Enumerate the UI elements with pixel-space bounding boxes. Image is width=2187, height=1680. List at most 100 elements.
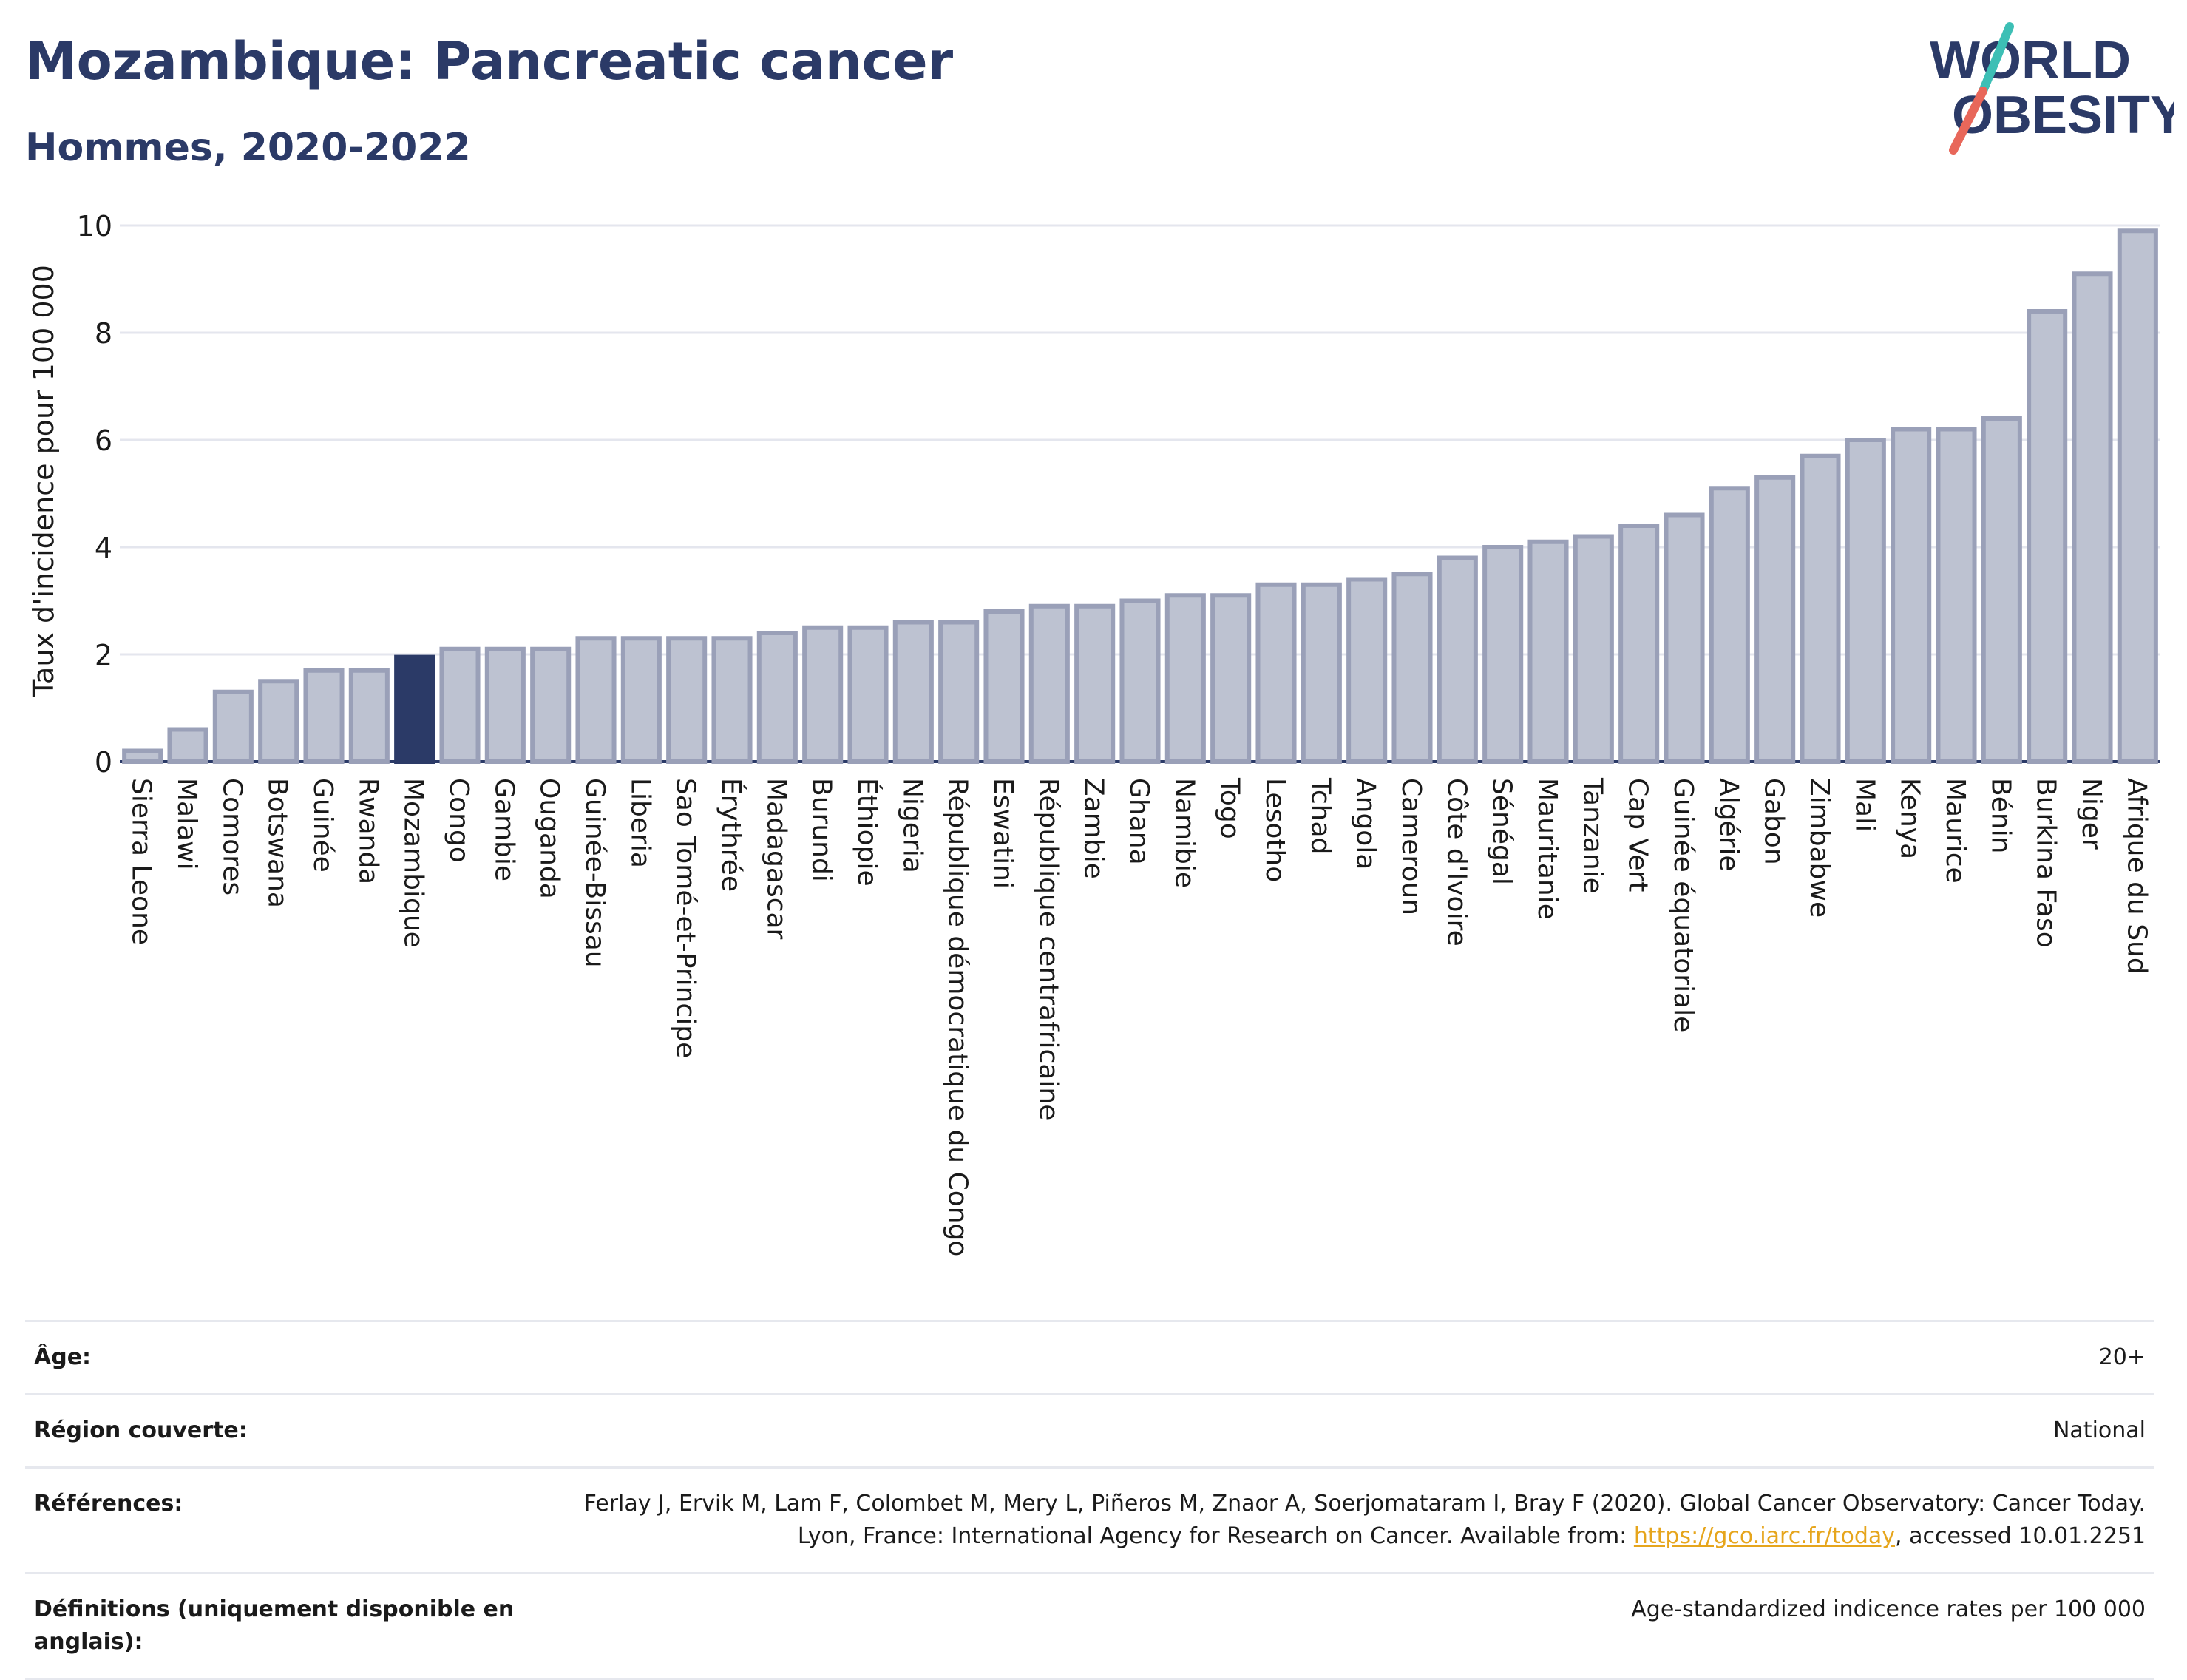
bar-afrique-du-sud[interactable]: [2117, 228, 2158, 764]
bar-rwanda[interactable]: [348, 668, 390, 764]
bar-kenya[interactable]: [1891, 427, 1932, 764]
x-tick-label: Burkina Faso: [2031, 778, 2061, 948]
x-tick-label: Tanzanie: [1577, 777, 1607, 894]
x-tick-label: Ouganda: [535, 778, 565, 899]
info-value: Age-standardized indicence rates per 100…: [1631, 1596, 2146, 1622]
bar-zimbabwe[interactable]: [1800, 453, 1841, 764]
bar-zambie[interactable]: [1074, 603, 1116, 764]
x-tick-label: Rwanda: [353, 778, 383, 884]
x-tick-label: Cap Vert: [1623, 778, 1653, 892]
x-tick-label: Mozambique: [399, 778, 429, 948]
info-table: Âge: 20+ Région couverte: National Référ…: [25, 1320, 2154, 1680]
info-row-definitions: Définitions (uniquement disponible en an…: [25, 1572, 2154, 1680]
x-tick-label: Mali: [1849, 778, 1879, 832]
info-key: Références:: [34, 1491, 183, 1517]
info-row-references: Références: Ferlay J, Ervik M, Lam F, Co…: [25, 1466, 2154, 1572]
bar-nigeria[interactable]: [892, 620, 934, 764]
bar-namibie[interactable]: [1164, 593, 1206, 764]
bar-guin-e[interactable]: [303, 668, 345, 764]
x-tick-label: Eswatini: [988, 778, 1018, 889]
x-tick-label: Nigeria: [897, 778, 927, 873]
x-tick-label: Tchad: [1305, 777, 1335, 854]
info-value: Ferlay J, Ervik M, Lam F, Colombet M, Me…: [563, 1488, 2146, 1553]
x-tick-label: Lesotho: [1260, 778, 1290, 882]
bar-s-n-gal[interactable]: [1482, 545, 1524, 764]
info-value: National: [2052, 1418, 2146, 1443]
bar-malawi[interactable]: [167, 727, 208, 764]
x-tick-label: Ghana: [1124, 778, 1154, 865]
bar-mozambique[interactable]: [394, 654, 435, 764]
x-tick-label: Mauritanie: [1532, 778, 1562, 920]
x-tick-label: Algérie: [1713, 778, 1743, 872]
bar-mali[interactable]: [1845, 438, 1886, 764]
x-tick-label: Kenya: [1895, 778, 1925, 859]
bar-maurice[interactable]: [1936, 427, 1977, 764]
chart-subtitle: Hommes, 2020-2022: [25, 126, 471, 170]
bar-angola[interactable]: [1346, 577, 1388, 764]
chart-title: Mozambique: Pancreatic cancer: [25, 31, 954, 92]
bar-congo[interactable]: [439, 646, 481, 764]
x-tick-label: Guinée-Bissau: [580, 778, 610, 968]
x-tick-label: Sao Tomé-et-Principe: [671, 778, 701, 1058]
info-key: Définitions (uniquement disponible en an…: [34, 1596, 515, 1655]
bar-burkina-faso[interactable]: [2027, 309, 2068, 764]
y-tick-label: 6: [95, 424, 112, 457]
y-tick-label: 2: [95, 639, 112, 671]
bar-burundi[interactable]: [802, 625, 844, 764]
bar-guin-e-bissau[interactable]: [575, 636, 617, 764]
bar-gambie[interactable]: [484, 646, 526, 764]
bar-sierra-leone[interactable]: [122, 748, 163, 764]
bar-lesotho[interactable]: [1255, 582, 1297, 764]
reference-accessed: , accessed 10.01.2251: [1895, 1523, 2146, 1549]
x-tick-label: République démocratique du Congo: [943, 778, 973, 1256]
bar-eswatini[interactable]: [983, 609, 1025, 764]
bar-b-nin[interactable]: [1981, 416, 2022, 764]
bar-ouganda[interactable]: [530, 646, 572, 764]
y-axis-ticks: 0 2 4 6 8 10: [77, 210, 112, 779]
x-tick-label: Togo: [1215, 777, 1245, 839]
reference-link[interactable]: https://gco.iarc.fr/today: [1633, 1523, 1896, 1549]
info-key: Région couverte:: [34, 1418, 248, 1443]
x-tick-label: Congo: [444, 778, 474, 863]
bar-togo[interactable]: [1210, 593, 1252, 764]
bar-comores[interactable]: [212, 689, 254, 764]
x-tick-label: Liberia: [625, 778, 655, 868]
bar-r-publique-d-mocratique-du-congo[interactable]: [938, 620, 980, 764]
info-row-region: Région couverte: National: [25, 1393, 2154, 1466]
x-tick-label: Namibie: [1169, 778, 1199, 888]
bar-alg-rie[interactable]: [1709, 486, 1750, 764]
bar-ghana[interactable]: [1119, 598, 1161, 764]
x-tick-label: Zimbabwe: [1804, 778, 1834, 918]
x-tick-label: Zambie: [1079, 778, 1109, 879]
x-tick-label: Maurice: [1940, 778, 1970, 884]
x-tick-label: Gambie: [489, 778, 519, 881]
x-tick-label: Afrique du Sud: [2121, 778, 2152, 975]
bar-cap-vert[interactable]: [1618, 524, 1660, 764]
reference-text: Ferlay J, Ervik M, Lam F, Colombet M, Me…: [583, 1491, 2146, 1549]
y-tick-label: 10: [77, 210, 112, 243]
x-tick-label: Comores: [217, 778, 247, 895]
info-value: 20+: [2098, 1344, 2146, 1370]
x-tick-label: Madagascar: [761, 778, 791, 940]
bar-c-te-d-ivoire[interactable]: [1437, 555, 1478, 764]
bar-madagascar[interactable]: [756, 631, 798, 764]
y-tick-label: 4: [95, 532, 112, 564]
bar-tchad[interactable]: [1301, 582, 1342, 764]
x-tick-label: République centrafricaine: [1033, 778, 1063, 1120]
bar-gabon[interactable]: [1754, 475, 1796, 764]
bar-tanzanie[interactable]: [1573, 534, 1614, 764]
bar-guin-e-quatoriale[interactable]: [1664, 512, 1705, 764]
bar-r-publique-centrafricaine[interactable]: [1028, 603, 1070, 764]
bars: [122, 228, 2158, 764]
bar--thiopie[interactable]: [847, 625, 889, 764]
x-tick-label: Burundi: [807, 778, 837, 882]
x-tick-label: Angola: [1351, 778, 1381, 870]
bar-liberia[interactable]: [620, 636, 662, 764]
x-tick-label: Érythrée: [716, 778, 747, 892]
bar--rythr-e[interactable]: [711, 636, 753, 764]
bar-botswana[interactable]: [258, 679, 299, 764]
bar-cameroun[interactable]: [1391, 572, 1433, 764]
bar-niger[interactable]: [2072, 271, 2113, 764]
bar-mauritanie[interactable]: [1527, 539, 1569, 764]
bar-sao-tom-et-principe[interactable]: [666, 636, 708, 764]
